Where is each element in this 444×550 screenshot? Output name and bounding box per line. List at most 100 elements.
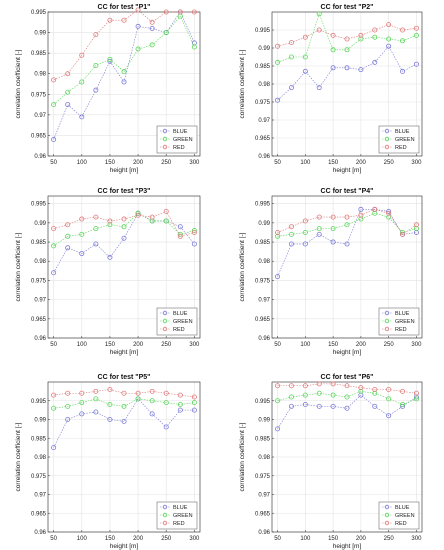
chart-title: CC for test "P5" xyxy=(98,374,151,381)
data-point-green xyxy=(79,79,85,85)
data-point-blue xyxy=(93,87,99,93)
legend-label: GREEN xyxy=(173,513,193,519)
data-point-red xyxy=(191,229,197,235)
legend-marker xyxy=(384,504,390,510)
chart-title: CC for test "P2" xyxy=(321,4,374,11)
legend: BLUE GREEN RED xyxy=(156,125,198,154)
data-point-red xyxy=(121,390,127,396)
data-point-red xyxy=(288,224,294,230)
legend-label: GREEN xyxy=(395,513,415,519)
data-point-green xyxy=(79,231,85,237)
data-point-blue xyxy=(79,251,85,257)
legend-label: BLUE xyxy=(173,129,188,135)
data-point-red xyxy=(275,229,281,235)
data-point-green xyxy=(191,400,197,406)
data-point-red xyxy=(344,214,350,220)
y-tick-label: 0.96 xyxy=(258,530,270,536)
data-point-red xyxy=(288,40,294,46)
data-point-green xyxy=(316,390,322,396)
legend-marker xyxy=(384,512,390,518)
legend-label: RED xyxy=(173,521,185,527)
data-point-red xyxy=(400,27,406,33)
data-point-blue xyxy=(121,235,127,241)
data-point-blue xyxy=(288,403,294,409)
legend-marker xyxy=(162,504,168,510)
y-tick-label: 0.995 xyxy=(31,202,47,208)
legend-marker xyxy=(162,520,168,526)
data-point-green xyxy=(288,231,294,237)
y-tick-label: 0.97 xyxy=(34,113,46,119)
y-tick-label: 0.99 xyxy=(258,418,270,424)
data-point-blue xyxy=(275,97,281,103)
legend-marker xyxy=(384,520,390,526)
data-point-green xyxy=(330,47,336,53)
y-tick-label: 0.97 xyxy=(258,298,270,304)
legend-label: RED xyxy=(173,145,185,151)
y-tick-label: 0.99 xyxy=(258,221,270,227)
series-line-blue xyxy=(277,209,417,277)
y-tick-label: 0.98 xyxy=(34,72,46,78)
series-line-blue xyxy=(53,11,195,140)
y-tick-label: 0.96 xyxy=(258,154,270,160)
data-point-green xyxy=(121,224,127,230)
y-axis-label: correlation coefficient [-] xyxy=(239,49,246,118)
data-point-blue xyxy=(400,68,406,74)
data-point-red xyxy=(372,206,378,212)
data-point-blue xyxy=(302,241,308,247)
data-point-blue xyxy=(163,424,169,430)
legend-label: RED xyxy=(173,327,185,333)
x-tick-label: 300 xyxy=(189,342,200,348)
data-point-blue xyxy=(330,65,336,71)
x-tick-label: 300 xyxy=(411,160,422,166)
y-tick-label: 0.975 xyxy=(255,474,271,480)
data-point-blue xyxy=(149,411,155,417)
data-point-blue xyxy=(177,407,183,413)
x-axis-label: height [m] xyxy=(333,543,362,550)
data-point-red xyxy=(135,212,141,218)
legend-marker xyxy=(384,326,390,332)
data-point-red xyxy=(316,27,322,33)
legend-marker xyxy=(162,326,168,332)
data-point-green xyxy=(358,388,364,394)
data-point-red xyxy=(79,216,85,222)
x-tick-label: 250 xyxy=(384,536,395,542)
data-point-blue xyxy=(79,411,85,417)
legend-marker xyxy=(162,512,168,518)
data-point-blue xyxy=(177,224,183,230)
series-line-blue xyxy=(277,45,417,101)
legend-label: RED xyxy=(395,145,407,151)
x-tick-label: 50 xyxy=(274,160,281,166)
data-point-green xyxy=(386,396,392,402)
data-point-green xyxy=(135,46,141,52)
series-line-green xyxy=(277,391,417,405)
data-point-blue xyxy=(93,409,99,415)
data-point-red xyxy=(79,390,85,396)
data-point-blue xyxy=(275,426,281,432)
x-tick-label: 250 xyxy=(384,342,395,348)
legend-label: GREEN xyxy=(395,319,415,325)
x-tick-label: 200 xyxy=(133,536,144,542)
data-point-red xyxy=(65,222,71,228)
chart-title: CC for test "P3" xyxy=(98,188,151,195)
y-tick-label: 0.99 xyxy=(34,221,46,227)
y-tick-label: 0.98 xyxy=(34,455,46,461)
chart-panel-5: CC for test "P5" 50 100 150 200 250 300 0.96 0.9… xyxy=(15,374,201,550)
chart-panel-2: CC for test "P2" 50 100 150 200 250 300 0.96 0.9… xyxy=(239,4,423,174)
x-tick-label: 250 xyxy=(161,160,172,166)
data-point-blue xyxy=(288,241,294,247)
data-point-red xyxy=(302,383,308,389)
x-tick-label: 250 xyxy=(384,160,395,166)
data-point-blue xyxy=(330,403,336,409)
data-point-green xyxy=(288,54,294,60)
data-point-red xyxy=(400,231,406,237)
data-point-green xyxy=(93,62,99,68)
x-axis-label: height [m] xyxy=(333,167,362,174)
data-point-red xyxy=(358,32,364,38)
x-axis-label: height [m] xyxy=(333,349,362,356)
data-point-green xyxy=(191,44,197,50)
data-point-red xyxy=(93,32,99,38)
legend: BLUE GREEN RED xyxy=(156,307,198,336)
y-tick-label: 0.995 xyxy=(31,399,47,405)
y-axis-label: correlation coefficient [-] xyxy=(15,422,22,491)
